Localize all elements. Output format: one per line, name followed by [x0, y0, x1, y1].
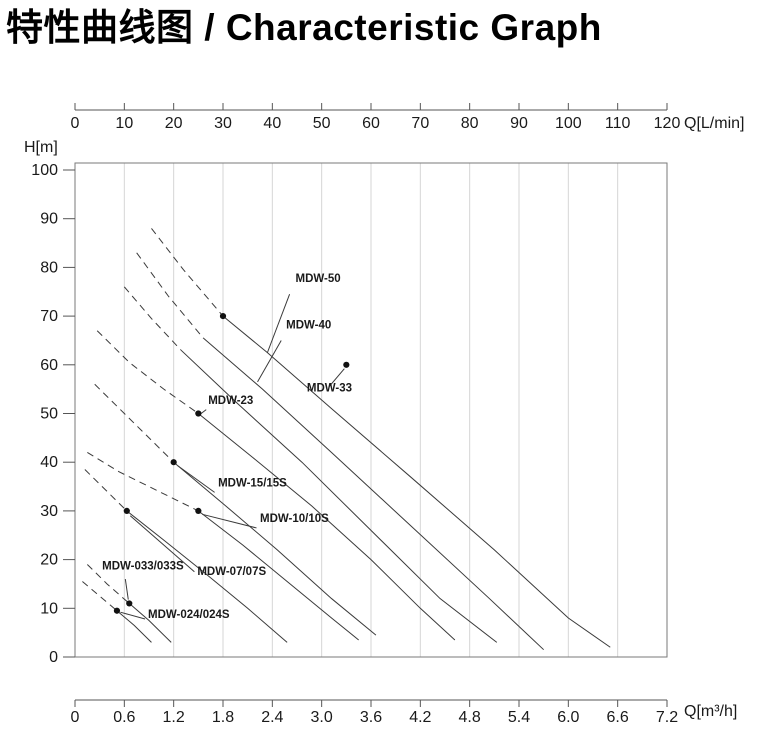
left-axis-tick-label: 50: [40, 406, 58, 423]
curve-dashed-mdw-033-033s: [86, 564, 130, 604]
top-axis-tick-label: 100: [555, 115, 582, 132]
curve-mdw-033-033s: [128, 603, 172, 643]
rated-point-mdw-33: [343, 361, 350, 368]
curve-dashed-mdw-024-024s: [82, 581, 118, 612]
bottom-axis-tick-label: 2.4: [261, 709, 283, 726]
rated-point-mdw-033-033s: [126, 600, 133, 607]
top-axis-tick-label: 110: [605, 115, 631, 132]
plot-frame: [74, 162, 668, 658]
left-axis-tick-label: 30: [40, 503, 58, 520]
left-axis-tick-label: 20: [40, 552, 58, 569]
leader-line-mdw-033-033s: [124, 579, 129, 600]
left-axis-tick-label: 100: [31, 162, 58, 179]
curve-label-mdw-23: MDW-23: [208, 395, 253, 407]
curve-dashed-mdw-50: [151, 228, 224, 317]
leader-line-mdw-40: [257, 340, 282, 383]
page-title: 特性曲线图 / Characteristic Graph: [6, 7, 602, 48]
bottom-axis-tick-label: 4.2: [409, 709, 431, 726]
left-axis-tick-label: 0: [49, 649, 58, 666]
leader-line-mdw-15-15s: [177, 465, 215, 493]
curve-mdw-40: [202, 337, 545, 651]
top-axis-tick-label: 20: [165, 115, 183, 132]
curve-dashed-mdw-10-10s: [87, 452, 199, 512]
rated-point-mdw-10-10s: [195, 507, 202, 514]
curve-dashed-mdw-40: [136, 252, 204, 339]
curve-dashed-mdw-23: [96, 330, 199, 414]
leader-line-mdw-024-024s: [120, 611, 146, 620]
top-axis-tick-label: 40: [263, 115, 281, 132]
bottom-axis-unit-label: Q[m³/h]: [684, 703, 737, 720]
top-axis-tick-label: 70: [411, 115, 429, 132]
left-axis-tick-label: 60: [40, 357, 58, 374]
leader-line-mdw-50: [266, 294, 291, 353]
top-axis-unit-label: Q[L/min]: [684, 115, 744, 132]
top-axis-tick-label: 60: [362, 115, 380, 132]
curve-label-mdw-33: MDW-33: [307, 383, 352, 395]
curve-label-mdw-40: MDW-40: [286, 319, 331, 331]
rated-point-mdw-024-024s: [113, 607, 121, 614]
curve-label-mdw-024-024s: MDW-024/024S: [148, 609, 230, 621]
bottom-axis-tick-label: 6.6: [607, 709, 629, 726]
top-axis-tick-label: 0: [71, 115, 80, 132]
top-axis-tick-label: 80: [461, 115, 479, 132]
top-axis-tick-label: 10: [115, 115, 133, 132]
left-axis-tick-label: 70: [40, 308, 58, 325]
left-axis-tick-label: 90: [40, 211, 58, 228]
top-axis-tick-label: 120: [654, 115, 681, 132]
curve-label-mdw-033-033s: MDW-033/033S: [102, 560, 184, 572]
bottom-axis-tick-label: 0: [71, 709, 80, 726]
top-axis-tick-label: 30: [214, 115, 232, 132]
curve-mdw-33: [180, 349, 498, 643]
bottom-axis-tick-label: 7.2: [656, 709, 678, 726]
left-axis-tick-label: 40: [40, 454, 58, 471]
curve-mdw-07-07s: [126, 510, 288, 643]
curve-dashed-mdw-15-15s: [94, 383, 175, 463]
curve-mdw-23: [198, 413, 456, 641]
left-axis-unit-label: H[m]: [24, 139, 58, 156]
leader-line-mdw-33: [328, 368, 345, 388]
bottom-axis-tick-label: 1.2: [163, 709, 185, 726]
bottom-axis-tick-label: 0.6: [113, 709, 135, 726]
curve-label-mdw-10-10s: MDW-10/10S: [260, 513, 329, 525]
bottom-axis-tick-label: 3.6: [360, 709, 382, 726]
top-axis-tick-label: 90: [510, 115, 528, 132]
curve-mdw-024-024s: [116, 610, 152, 643]
left-axis-tick-label: 10: [40, 600, 58, 617]
curve-mdw-15-15s: [173, 461, 377, 636]
bottom-axis-tick-label: 4.8: [459, 709, 481, 726]
bottom-axis-tick-label: 1.8: [212, 709, 234, 726]
curve-label-mdw-50: MDW-50: [296, 273, 341, 285]
top-axis-tick-label: 50: [313, 115, 331, 132]
bottom-axis-tick-label: 5.4: [508, 709, 530, 726]
rated-point-mdw-23: [195, 410, 202, 417]
curve-label-mdw-15-15s: MDW-15/15S: [218, 478, 287, 490]
bottom-axis-tick-label: 3.0: [311, 709, 333, 726]
curve-label-mdw-07-07s: MDW-07/07S: [197, 566, 266, 578]
curve-mdw-10-10s: [198, 510, 359, 641]
curve-dashed-mdw-33: [123, 286, 182, 351]
curve-dashed-mdw-07-07s: [84, 469, 128, 512]
rated-point-mdw-07-07s: [123, 507, 130, 514]
leader-line-mdw-10-10s: [202, 513, 257, 529]
rated-point-mdw-15-15s: [170, 459, 177, 466]
leader-line-mdw-07-07s: [129, 515, 195, 573]
left-axis-tick-label: 80: [40, 259, 58, 276]
bottom-axis-tick-label: 6.0: [557, 709, 579, 726]
rated-point-mdw-50: [219, 313, 227, 320]
